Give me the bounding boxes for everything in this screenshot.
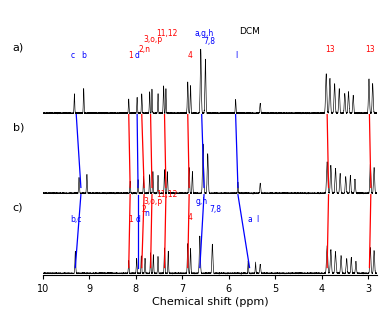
Text: 4: 4 [187, 51, 193, 60]
Text: b,c: b,c [70, 215, 82, 224]
Text: d: d [135, 51, 140, 60]
Text: b: b [81, 51, 86, 60]
Text: a,g,h: a,g,h [195, 30, 214, 38]
Text: a: a [247, 215, 252, 224]
Text: 11,12: 11,12 [156, 30, 177, 38]
X-axis label: Chemical shift (ppm): Chemical shift (ppm) [152, 296, 268, 306]
Text: 3,o,p: 3,o,p [144, 35, 163, 44]
Text: l: l [256, 215, 259, 224]
Text: c): c) [13, 203, 23, 213]
Text: g,h: g,h [196, 198, 208, 207]
Text: 2,n: 2,n [138, 45, 150, 54]
Text: n: n [144, 209, 149, 218]
Text: 2: 2 [141, 205, 146, 214]
Text: 13: 13 [366, 45, 375, 54]
Text: d: d [136, 215, 140, 224]
Text: c: c [71, 51, 75, 60]
Text: 4: 4 [187, 213, 193, 222]
Text: 7,8: 7,8 [203, 37, 215, 46]
Text: 7,8: 7,8 [210, 205, 222, 214]
Text: 1: 1 [128, 51, 133, 60]
Text: l: l [235, 51, 238, 60]
Text: DCM: DCM [239, 28, 260, 36]
Text: 11,12: 11,12 [157, 190, 178, 198]
Text: 1: 1 [128, 215, 133, 224]
Text: b): b) [13, 122, 24, 133]
Text: 13: 13 [325, 45, 335, 54]
Text: a): a) [13, 42, 24, 52]
Text: 3,o,p: 3,o,p [144, 198, 163, 207]
